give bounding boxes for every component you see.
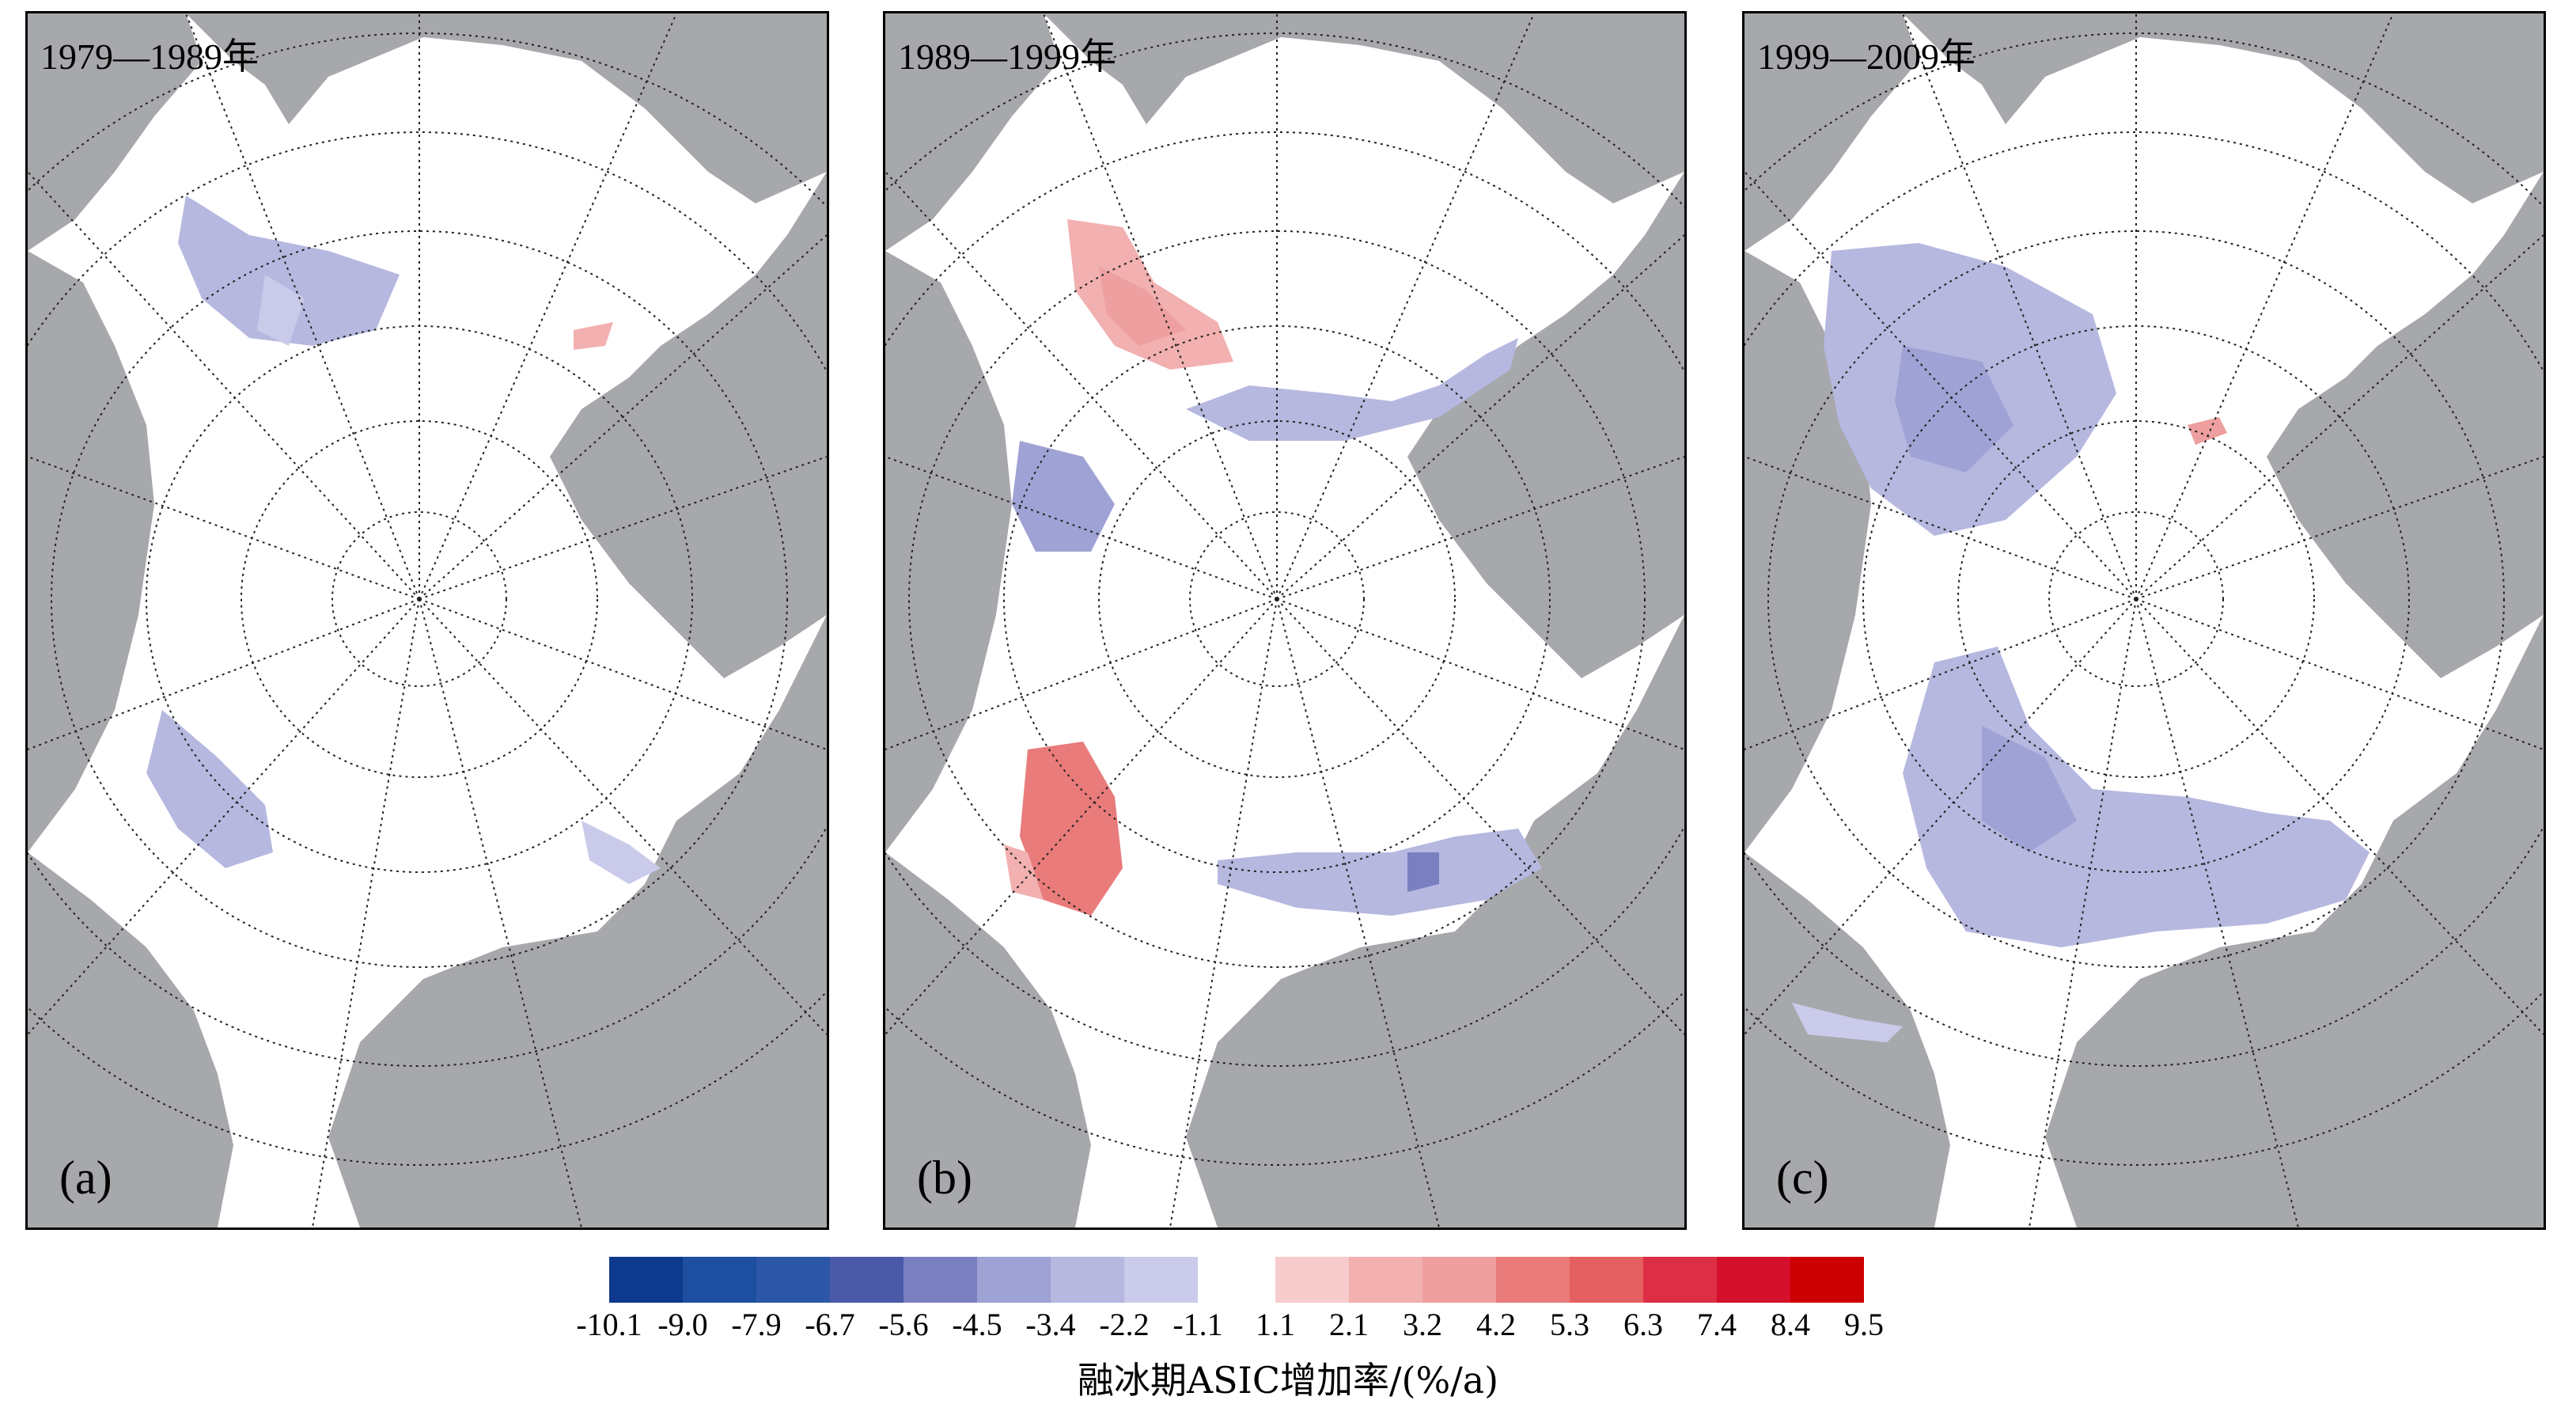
panel-title-a: 1979—1989年	[40, 36, 259, 77]
colorbar-tick-positive-5: 5.3	[1550, 1307, 1589, 1342]
ice-trend-patches	[1004, 219, 1542, 916]
panel-title-c: 1999—2009年	[1757, 36, 1976, 77]
colorbar-bin-positive-7	[1717, 1257, 1790, 1303]
map-panel-a: 1979—1989年 (a)	[25, 11, 829, 1230]
colorbar-tick-negative-5: -5.6	[878, 1307, 929, 1342]
colorbar-bin-negative-2	[683, 1257, 756, 1303]
trend-patch-beaufort	[581, 821, 661, 884]
colorbar-bin-negative-1	[609, 1257, 683, 1303]
land-canada-east	[1407, 172, 1684, 678]
colorbar-tick-negative-9: -1.1	[1172, 1307, 1223, 1342]
colorbar-bin-positive-5	[1570, 1257, 1643, 1303]
land-alaska	[1744, 852, 1950, 1228]
trend-patch-pos-a	[574, 322, 613, 350]
colorbar-tick-positive-4: 4.2	[1476, 1307, 1516, 1342]
land-scandinavia	[885, 13, 1059, 251]
trend-patch-pos-chukchi-outer	[1004, 844, 1044, 900]
colorbar-bin-negative-6	[977, 1257, 1051, 1303]
map-panel-c: 1999—2009年 (c)	[1742, 11, 2546, 1230]
colorbar-bin-positive-6	[1643, 1257, 1717, 1303]
land-canada-south	[1186, 615, 1684, 1228]
colorbar-tick-positive-8: 8.4	[1771, 1307, 1810, 1342]
land-alaska	[885, 852, 1091, 1228]
colorbar-tick-positive-1: 1.1	[1256, 1307, 1295, 1342]
trend-patch-neg-kara	[1186, 338, 1518, 441]
colorbar-tick-negative-2: -9.0	[657, 1307, 708, 1342]
ice-trend-patches	[1792, 243, 2370, 1042]
trend-patch-barents	[178, 195, 400, 346]
arctic-map-c	[1744, 13, 2544, 1228]
trend-patch-pos-chukchi	[1020, 742, 1123, 916]
land-eurasia-top	[1744, 13, 2544, 203]
colorbar-bin-negative-7	[1051, 1257, 1124, 1303]
colorbar-bin-positive-8	[1790, 1257, 1864, 1303]
colorbar-bin-positive-2	[1349, 1257, 1422, 1303]
colorbar-tick-negative-8: -2.2	[1099, 1307, 1150, 1342]
land-greenland-west	[28, 251, 154, 852]
land-alaska	[28, 852, 233, 1228]
graticule	[1744, 13, 2544, 1228]
trend-patch-kara	[257, 275, 305, 346]
colorbar-tick-negative-1: -10.1	[576, 1307, 642, 1342]
land-greenland-west	[885, 251, 1012, 852]
trend-patch-pos-barents-core	[1099, 267, 1186, 346]
graticule	[885, 13, 1684, 1228]
colorbar-tick-positive-6: 6.3	[1623, 1307, 1663, 1342]
colorbar-bin-negative-4	[830, 1257, 903, 1303]
trend-patch-neg-greenland	[1012, 441, 1115, 552]
trend-patch-pos-c	[2188, 417, 2227, 445]
map-panel-b: 1989—1999年 (b)	[883, 11, 1687, 1230]
colorbar-tick-positive-3: 3.2	[1403, 1307, 1442, 1342]
colorbar-bin-negative-3	[756, 1257, 830, 1303]
colorbar-tick-positive-9: 9.5	[1844, 1307, 1884, 1342]
colorbar-bin-positive-1	[1275, 1257, 1349, 1303]
land-masses	[885, 13, 1684, 1228]
colorbar-title: 融冰期ASIC增加率/(%/a)	[1077, 1359, 1499, 1402]
land-canada-east	[550, 172, 827, 678]
land-scandinavia	[28, 13, 202, 251]
colorbar-tick-positive-7: 7.4	[1697, 1307, 1737, 1342]
arctic-map-a	[28, 13, 827, 1228]
colorbar-bin-positive-3	[1422, 1257, 1496, 1303]
colorbar-tick-negative-3: -7.9	[731, 1307, 782, 1342]
land-masses	[28, 13, 827, 1228]
panel-title-b: 1989—1999年	[898, 36, 1116, 77]
trend-patch-neg-beaufort-core	[1407, 852, 1439, 892]
trend-patch-chukchi	[146, 710, 273, 868]
colorbar-tick-negative-6: -4.5	[952, 1307, 1002, 1342]
arctic-map-b	[885, 13, 1684, 1228]
trend-patch-neg-pacific-core	[1982, 726, 2077, 852]
colorbar-tick-positive-2: 2.1	[1329, 1307, 1369, 1342]
colorbar-tick-negative-7: -3.4	[1025, 1307, 1076, 1342]
land-eurasia-top	[28, 13, 827, 203]
land-canada-south	[328, 615, 827, 1228]
panel-letter-c: (c)	[1776, 1152, 1829, 1204]
trend-patch-neg-beaufort	[1218, 829, 1542, 916]
land-canada-south	[2045, 615, 2544, 1228]
panel-letter-b: (b)	[917, 1152, 972, 1204]
colorbar-bin-negative-5	[903, 1257, 977, 1303]
colorbar-bin-positive-4	[1496, 1257, 1570, 1303]
land-canada-east	[2267, 172, 2544, 678]
land-scandinavia	[1744, 13, 1919, 251]
trend-patch-neg-pacific	[1903, 647, 2370, 947]
ice-trend-patches	[146, 195, 661, 884]
graticule	[28, 13, 827, 1228]
trend-patch-neg-alaska	[1792, 1003, 1903, 1042]
colorbar-tick-negative-4: -6.7	[805, 1307, 855, 1342]
colorbar-bin-negative-8	[1124, 1257, 1198, 1303]
trend-patch-neg-atlantic-core	[1895, 346, 2013, 472]
land-eurasia-top	[885, 13, 1684, 203]
panel-letter-a: (a)	[59, 1152, 112, 1204]
